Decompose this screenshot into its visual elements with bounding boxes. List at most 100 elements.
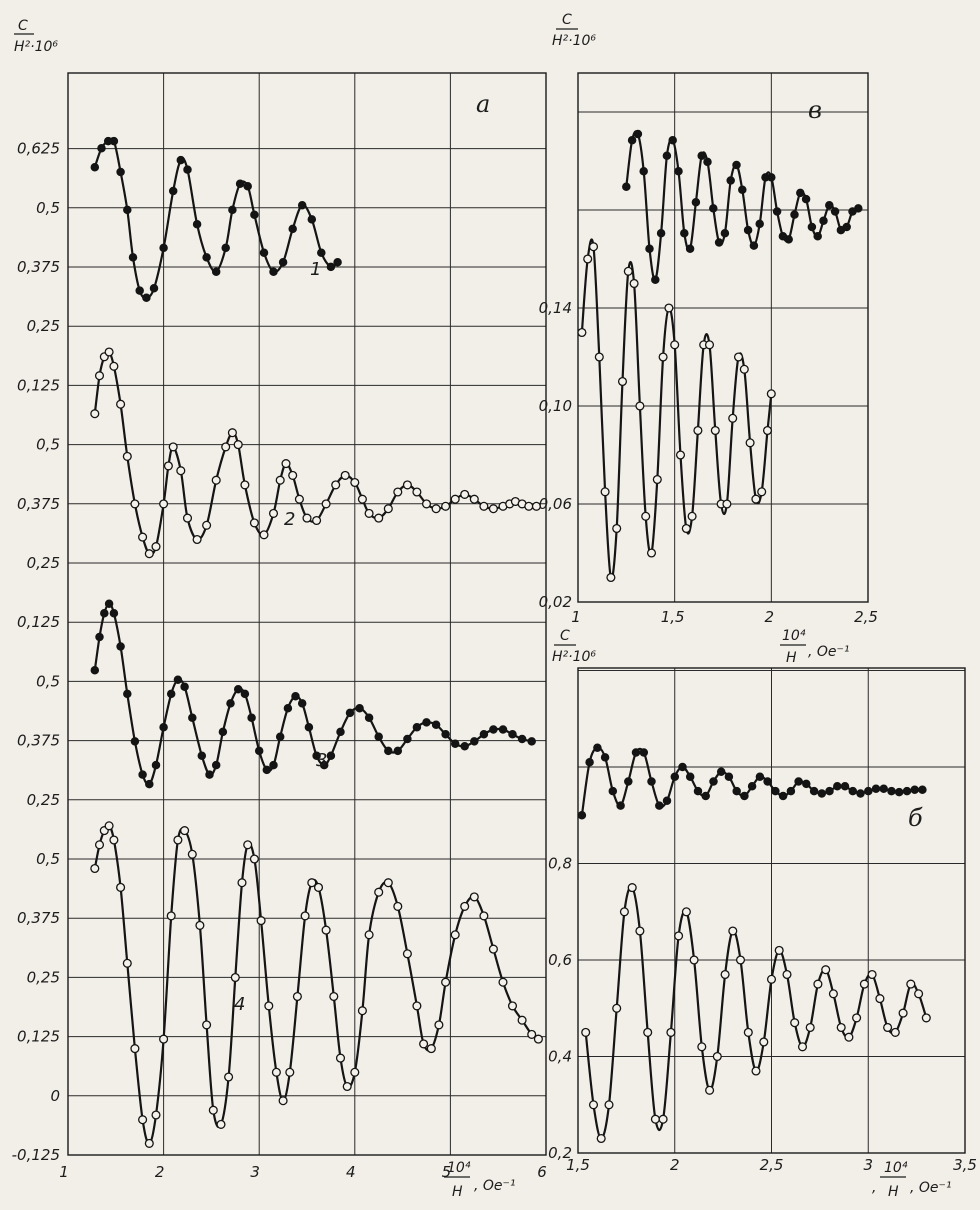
data-point	[681, 907, 691, 917]
data-point	[142, 293, 151, 303]
data-point	[163, 461, 173, 471]
y-tick-label: 0,375	[17, 732, 60, 750]
series-line-2	[580, 238, 773, 580]
data-point	[813, 232, 822, 241]
y-tick-label: 0,25	[27, 968, 60, 986]
data-point	[422, 718, 431, 727]
data-point	[817, 789, 827, 798]
data-point	[249, 854, 259, 864]
data-point	[183, 165, 192, 174]
data-point	[755, 772, 765, 781]
data-point	[840, 782, 850, 791]
data-point	[319, 760, 329, 770]
data-point	[767, 173, 776, 182]
data-point	[722, 499, 732, 509]
y-tick-label: 0,125	[17, 1028, 60, 1046]
x-tick-label: 4	[346, 1163, 356, 1181]
data-point	[751, 1066, 761, 1076]
data-point	[412, 1001, 422, 1011]
y-tick-label: 0,375	[17, 495, 60, 513]
data-point	[656, 228, 666, 238]
data-point	[166, 911, 176, 921]
y-tick-label: 0,4	[548, 1048, 572, 1066]
y-tick-label: 0,5	[36, 199, 60, 217]
data-point	[355, 703, 364, 713]
data-point	[856, 789, 865, 798]
data-point	[159, 1034, 169, 1044]
data-point	[498, 725, 508, 734]
y-tick-label: 0,125	[17, 613, 60, 631]
data-point	[488, 944, 498, 954]
data-point	[479, 730, 489, 739]
data-point	[639, 748, 649, 757]
data-point	[641, 511, 651, 521]
data-point	[825, 201, 834, 210]
data-point	[739, 364, 749, 374]
data-point	[527, 1029, 537, 1039]
data-point	[593, 743, 602, 752]
data-point	[250, 210, 259, 219]
data-point	[460, 741, 469, 751]
data-point	[128, 253, 138, 262]
data-point	[340, 470, 350, 480]
data-point	[705, 1085, 715, 1095]
data-point	[790, 1018, 800, 1028]
y-tick-label: 0,8	[548, 855, 572, 873]
data-point	[288, 224, 297, 234]
x-axis-label: 10⁴	[447, 1160, 471, 1176]
data-point	[652, 474, 662, 485]
curve-label: 2	[284, 509, 295, 530]
data-point	[747, 782, 757, 791]
data-point	[732, 160, 741, 170]
data-point	[275, 475, 285, 485]
data-point	[894, 787, 904, 797]
data-point	[890, 1027, 900, 1037]
data-point	[173, 675, 183, 684]
data-point	[195, 920, 205, 930]
data-point	[237, 878, 247, 888]
data-point	[821, 965, 831, 975]
data-point	[833, 782, 842, 791]
data-point	[724, 772, 734, 781]
data-point	[335, 1053, 346, 1063]
data-point	[254, 746, 264, 756]
data-point	[726, 176, 735, 185]
data-point	[109, 361, 119, 371]
data-point	[738, 185, 747, 195]
data-point	[517, 734, 527, 744]
data-point	[109, 609, 119, 618]
x-tick-label: 5	[442, 1163, 452, 1181]
data-point	[374, 887, 384, 897]
data-point	[898, 1008, 908, 1018]
data-point	[508, 730, 517, 739]
y-tick-label: 0,14	[539, 299, 572, 317]
data-point	[864, 786, 873, 796]
data-point	[173, 835, 183, 845]
data-point	[906, 979, 916, 989]
data-point	[281, 459, 291, 469]
data-point	[581, 1027, 591, 1037]
data-point	[733, 352, 744, 362]
data-point	[109, 835, 119, 845]
data-point	[313, 882, 324, 892]
y-tick-label: 0,5	[36, 436, 60, 454]
data-point	[221, 442, 231, 452]
y-tick-label: 0,25	[27, 554, 60, 572]
data-point	[650, 1114, 660, 1124]
data-point	[859, 979, 869, 989]
data-point	[151, 760, 161, 770]
data-point	[697, 1042, 707, 1052]
data-point	[488, 504, 498, 514]
data-point	[762, 425, 773, 436]
data-point	[138, 770, 147, 779]
data-point	[771, 786, 780, 796]
data-point	[469, 494, 479, 504]
data-point	[778, 791, 788, 801]
data-point	[307, 215, 317, 224]
data-point	[498, 977, 508, 987]
data-point	[326, 262, 336, 272]
data-point	[658, 1114, 668, 1124]
data-point	[585, 757, 594, 767]
data-point	[524, 501, 534, 511]
data-point	[766, 389, 776, 399]
